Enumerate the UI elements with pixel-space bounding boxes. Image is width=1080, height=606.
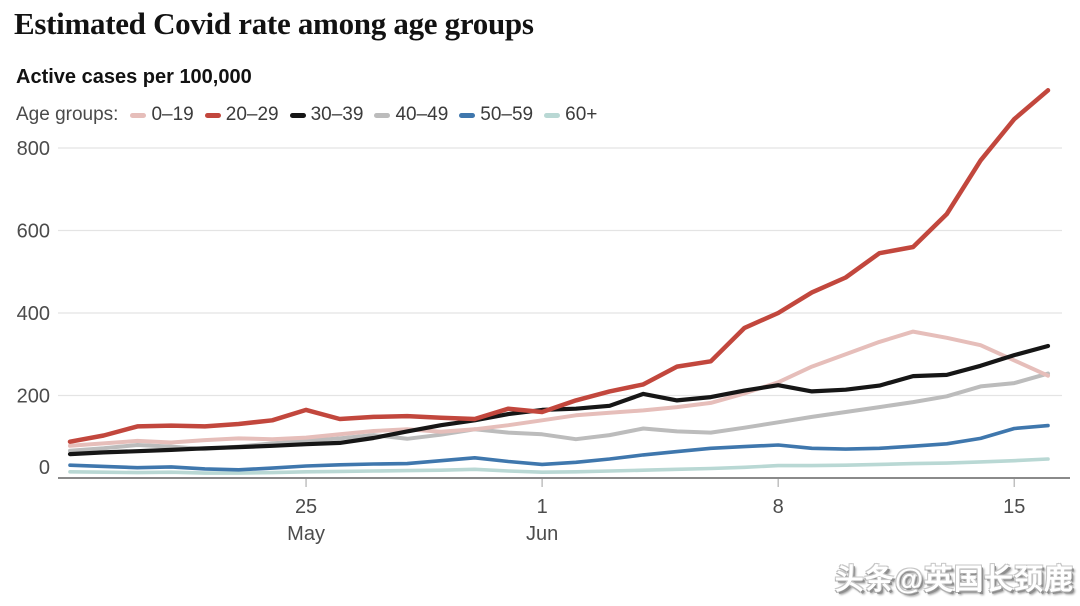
- legend-swatch-icon: [289, 112, 306, 118]
- legend-item: 40–49: [374, 104, 448, 126]
- legend-label: Age groups:: [16, 104, 119, 125]
- legend-item: 30–39: [289, 104, 364, 126]
- legend-item-label: 40–49: [395, 104, 449, 125]
- legend-swatch-icon: [204, 112, 221, 118]
- legend-swatch-icon: [130, 112, 147, 118]
- x-axis-month-label: May: [287, 523, 325, 545]
- series-line-20-29: [67, 88, 1051, 444]
- legend-item: 20–29: [204, 104, 279, 126]
- x-axis-tick-label: 8: [773, 496, 784, 518]
- x-axis-tick-label: 25: [295, 496, 317, 518]
- y-axis-tick-label: 200: [17, 386, 50, 408]
- legend-swatch-icon: [459, 112, 476, 118]
- series-line-60+: [68, 457, 1050, 475]
- legend-item: 50–59: [459, 104, 533, 126]
- legend-swatch-icon: [374, 112, 391, 118]
- x-axis-tick-label: 15: [1003, 496, 1025, 518]
- chart-subtitle: Active cases per 100,000: [16, 66, 252, 88]
- legend-item-label: 20–29: [225, 104, 279, 125]
- legend-item: 60+: [544, 104, 597, 126]
- y-axis-tick-label: 0: [39, 457, 50, 479]
- series-line-30-39: [67, 343, 1051, 457]
- legend-items: 0–19 20–29 30–39 40–49 50–59 60+: [130, 104, 608, 126]
- legend-swatch-icon: [544, 112, 561, 118]
- legend-item: 0–19: [130, 104, 194, 126]
- watermark: 头条@英国长颈鹿: [834, 564, 1074, 596]
- legend-item-label: 50–59: [480, 104, 534, 125]
- series-line-50-59: [68, 423, 1050, 472]
- y-axis-tick-label: 400: [17, 303, 50, 325]
- x-axis-tick-label: 1: [537, 496, 548, 518]
- y-axis-tick-label: 800: [17, 138, 50, 160]
- x-axis-month-label: Jun: [526, 523, 558, 545]
- chart-title: Estimated Covid rate among age groups: [14, 6, 534, 41]
- series-line-0-19: [68, 329, 1050, 448]
- legend-item-label: 60+: [565, 104, 598, 125]
- legend-item-label: 30–39: [310, 104, 364, 125]
- legend-item-label: 0–19: [151, 104, 194, 125]
- y-axis-tick-label: 600: [17, 221, 50, 243]
- legend: Age groups: 0–19 20–29 30–39 40–49 50–59 60+: [16, 103, 608, 127]
